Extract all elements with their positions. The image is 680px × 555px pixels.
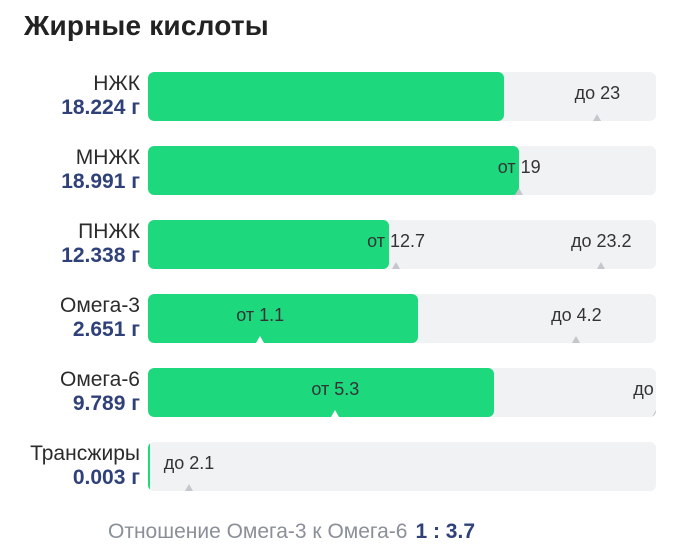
progress-fill: [148, 72, 505, 121]
range-marker-label: до 23: [574, 83, 621, 103]
nutrient-row-trans-fats: Трансжиры 0.003 г до 2.1: [0, 442, 680, 516]
progress-fill: [148, 146, 520, 195]
progress-track: от 1.1 до 4.2: [148, 294, 656, 343]
omega-ratio-value: 1 : 3.7: [415, 520, 476, 543]
nutrient-amount: 0.003 г: [72, 466, 140, 489]
nutrient-row-nzhk: НЖК 18.224 г до 23: [0, 72, 680, 146]
nutrient-name: Омега-3: [59, 294, 140, 317]
range-marker-tick: [597, 262, 606, 269]
fatty-acids-list: НЖК 18.224 г до 23 МНЖК 18.991 г от 19 П…: [0, 72, 680, 516]
range-marker-tick: [331, 410, 340, 417]
range-marker-tick: [652, 410, 656, 417]
progress-track: от 19: [148, 146, 656, 195]
range-marker-label: до 2.1: [163, 453, 215, 473]
range-marker-label: от 5.3: [311, 379, 360, 399]
nutrient-amount: 12.338 г: [61, 244, 140, 267]
page-title: Жирные кислоты: [24, 10, 269, 41]
range-marker-label: от 19: [497, 157, 541, 177]
progress-fill: [148, 220, 390, 269]
omega-ratio-label: Отношение Омега-3 к Омега-6: [108, 520, 408, 543]
range-marker-label: до 19: [633, 379, 656, 399]
range-marker-tick: [572, 336, 581, 343]
nutrient-amount: 18.224 г: [61, 96, 140, 119]
progress-track: от 12.7 до 23.2: [148, 220, 656, 269]
range-marker-tick: [185, 484, 194, 491]
nutrient-name: ПНЖК: [78, 220, 140, 243]
progress-fill: [148, 368, 495, 417]
range-marker-label: от 1.1: [236, 305, 285, 325]
progress-fill: [148, 294, 419, 343]
range-marker-tick: [515, 188, 524, 195]
nutrient-amount: 9.789 г: [72, 392, 140, 415]
range-marker-tick: [593, 114, 602, 121]
progress-track: до 2.1: [148, 442, 656, 491]
nutrient-row-omega-3: Омега-3 2.651 г от 1.1 до 4.2: [0, 294, 680, 368]
nutrient-label-block: ПНЖК 12.338 г: [0, 220, 140, 268]
nutrient-label-block: Омега-3 2.651 г: [0, 294, 140, 342]
range-marker-tick: [256, 336, 265, 343]
progress-track: от 5.3 до 19: [148, 368, 656, 417]
nutrient-name: МНЖК: [75, 146, 140, 169]
nutrient-amount: 2.651 г: [72, 318, 140, 341]
nutrient-row-omega-6: Омега-6 9.789 г от 5.3 до 19: [0, 368, 680, 442]
range-marker-label: до 23.2: [571, 231, 632, 251]
progress-track: до 23: [148, 72, 656, 121]
nutrient-row-mnzhk: МНЖК 18.991 г от 19: [0, 146, 680, 220]
nutrient-name: Трансжиры: [30, 442, 140, 465]
nutrient-name: НЖК: [93, 72, 140, 95]
nutrient-name: Омега-6: [59, 368, 140, 391]
range-marker-tick: [392, 262, 401, 269]
nutrient-amount: 18.991 г: [61, 170, 140, 193]
omega-ratio: Отношение Омега-3 к Омега-6 1 : 3.7: [108, 520, 475, 544]
nutrient-label-block: Трансжиры 0.003 г: [0, 442, 140, 490]
range-marker-label: от 12.7: [367, 231, 426, 251]
progress-fill: [148, 442, 150, 491]
nutrient-row-pnzhk: ПНЖК 12.338 г от 12.7 до 23.2: [0, 220, 680, 294]
nutrient-label-block: Омега-6 9.789 г: [0, 368, 140, 416]
nutrient-label-block: МНЖК 18.991 г: [0, 146, 140, 194]
range-marker-label: до 4.2: [551, 305, 602, 325]
nutrient-label-block: НЖК 18.224 г: [0, 72, 140, 120]
